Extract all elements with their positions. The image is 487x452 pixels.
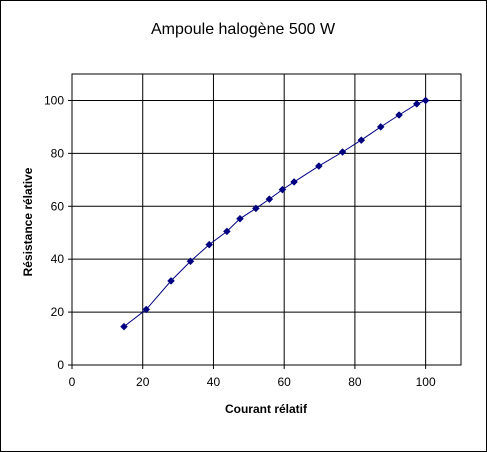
gridlines (72, 74, 461, 365)
x-tick-label: 60 (278, 375, 292, 389)
data-point (120, 322, 128, 331)
x-tick-label: 20 (136, 375, 150, 389)
data-point (252, 204, 260, 213)
y-axis-ticks: 0 20 40 60 80 100 (44, 93, 72, 372)
y-tick-label: 80 (51, 146, 65, 160)
series-line (123, 100, 426, 327)
chart-title: Ampoule halogène 500 W (151, 21, 336, 38)
data-point (265, 195, 274, 203)
y-tick-label: 0 (57, 358, 64, 372)
y-tick-label: 100 (44, 93, 64, 107)
data-point (290, 178, 298, 186)
data-point (376, 123, 385, 131)
y-axis-label: Résistance rélative (21, 167, 35, 276)
x-tick-label: 40 (207, 375, 221, 389)
x-tick-label: 0 (69, 375, 76, 389)
x-axis-ticks: 0 20 40 60 80 100 (69, 365, 436, 389)
x-tick-label: 80 (348, 375, 362, 389)
data-point (167, 277, 175, 285)
data-point (223, 227, 231, 236)
data-point (357, 136, 366, 144)
y-tick-label: 60 (51, 199, 65, 213)
y-tick-label: 20 (51, 305, 65, 319)
data-point (421, 96, 430, 105)
data-point (186, 257, 195, 266)
data-point (412, 100, 421, 108)
data-point (338, 148, 347, 156)
x-tick-label: 100 (416, 375, 436, 389)
data-point (278, 185, 287, 194)
data-point (395, 111, 403, 119)
data-point (314, 162, 323, 170)
data-point (142, 305, 151, 314)
x-axis-label: Courant rélatif (225, 402, 308, 416)
data-point (236, 214, 244, 223)
data-points (120, 96, 430, 331)
y-tick-label: 40 (51, 252, 65, 266)
data-point (205, 240, 214, 249)
